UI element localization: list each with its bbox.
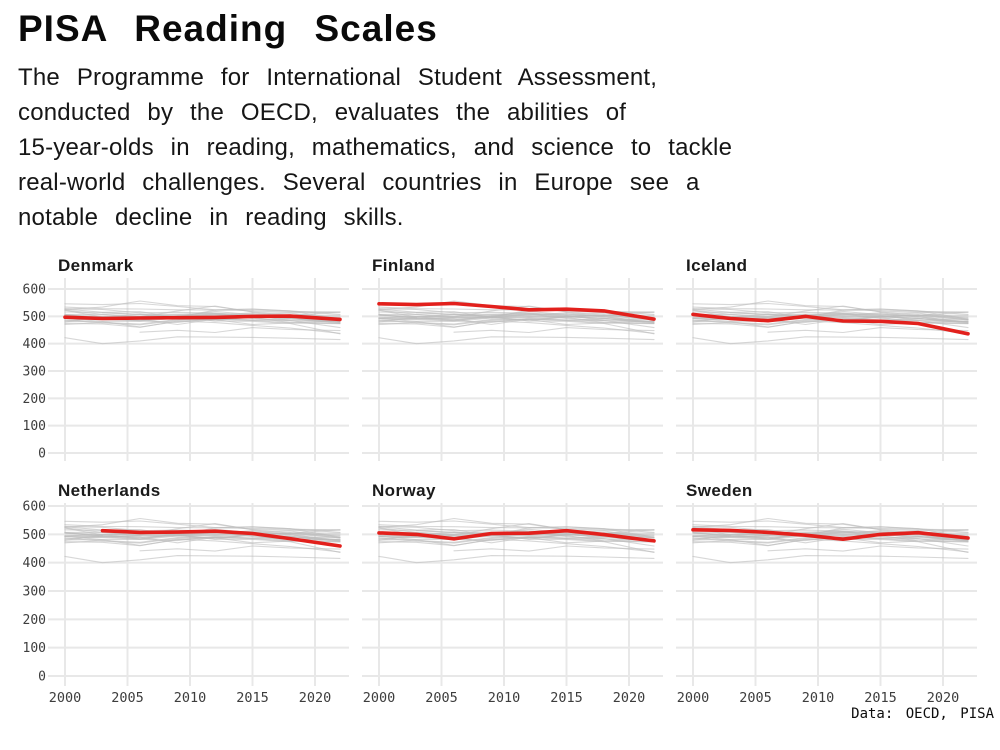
background-line <box>378 320 655 334</box>
highlight-line <box>691 528 970 541</box>
background-line <box>692 320 969 334</box>
panel-netherlands: Netherlands 0 100 200 300 400 500 600 2000 2005 20… <box>23 481 349 706</box>
background-line <box>692 313 969 322</box>
highlight-line <box>377 528 656 543</box>
panel-title: Iceland <box>686 256 747 275</box>
x-axis-tick-label: 2020 <box>613 690 646 706</box>
y-axis-tick-label: 500 <box>23 528 46 543</box>
background-line <box>64 320 341 334</box>
x-axis-tick-label: 2000 <box>49 690 82 706</box>
background-line <box>64 336 341 345</box>
page-subtitle: The Programme for International Student … <box>18 64 733 231</box>
background-line <box>692 517 969 531</box>
x-axis-tick-label: 2015 <box>550 690 583 706</box>
background-line <box>64 555 341 564</box>
highlight-line <box>377 301 656 321</box>
x-axis-tick-label: 2005 <box>739 690 772 706</box>
panel-sweden: Sweden 2000 2005 2010 2015 2020 <box>676 481 977 706</box>
y-axis-tick-label: 200 <box>23 392 46 407</box>
background-line <box>453 545 655 552</box>
x-axis-tick-label: 2020 <box>927 690 960 706</box>
panel-iceland: Iceland <box>676 256 977 461</box>
y-axis-tick-label: 100 <box>23 419 46 434</box>
y-axis-tick-label: 100 <box>23 641 46 656</box>
background-line <box>378 336 655 345</box>
x-axis-tick-label: 2000 <box>363 690 396 706</box>
background-line <box>64 538 341 553</box>
background-line <box>64 534 341 546</box>
background-line <box>378 534 655 546</box>
y-axis-tick-label: 400 <box>23 556 46 571</box>
x-axis-tick-label: 2005 <box>111 690 144 706</box>
y-axis-tick-label: 400 <box>23 337 46 352</box>
y-axis-tick-label: 600 <box>23 283 46 298</box>
background-line <box>453 327 655 334</box>
y-axis-tick-label: 600 <box>23 500 46 515</box>
page-title: PISA Reading Scales <box>18 8 438 49</box>
background-line <box>64 316 341 328</box>
x-axis-tick-label: 2020 <box>299 690 332 706</box>
panel-title: Netherlands <box>58 481 161 500</box>
x-axis-tick-label: 2005 <box>425 690 458 706</box>
data-source-note: Data: OECD, PISA <box>851 706 994 722</box>
background-line <box>767 545 969 552</box>
y-axis-tick-label: 500 <box>23 310 46 325</box>
x-axis-tick-label: 2015 <box>864 690 897 706</box>
panel-finland: Finland <box>362 256 663 461</box>
background-line <box>692 300 969 314</box>
highlight-line <box>691 312 970 336</box>
background-line <box>64 313 341 322</box>
panel-title: Denmark <box>58 256 134 275</box>
background-line <box>692 531 969 540</box>
panel-title: Norway <box>372 481 436 500</box>
background-line <box>767 327 969 334</box>
background-line <box>139 545 341 552</box>
y-axis-tick-label: 0 <box>38 447 46 462</box>
highlight-line <box>63 314 342 322</box>
panel-title: Finland <box>372 256 435 275</box>
chart-header: PISA Reading Scales The Programme for In… <box>18 8 978 235</box>
background-line <box>64 517 341 531</box>
background-line <box>692 538 969 553</box>
background-line <box>378 538 655 553</box>
background-line <box>139 327 341 334</box>
panel-title: Sweden <box>686 481 753 500</box>
y-axis-tick-label: 300 <box>23 365 46 380</box>
y-axis-tick-label: 200 <box>23 613 46 628</box>
background-line <box>692 336 969 345</box>
x-axis-tick-label: 2010 <box>802 690 835 706</box>
panel-denmark: Denmark 0 100 200 300 400 500 600 <box>23 256 349 462</box>
background-line <box>692 555 969 564</box>
panel-norway: Norway 2000 2005 2010 2015 2020 <box>362 481 663 706</box>
highlight-line <box>100 528 342 548</box>
background-line <box>378 555 655 564</box>
background-line <box>378 517 655 531</box>
y-axis-tick-label: 0 <box>38 670 46 685</box>
x-axis-tick-label: 2010 <box>488 690 521 706</box>
y-axis-tick-label: 300 <box>23 585 46 600</box>
background-line <box>378 313 655 322</box>
x-axis-tick-label: 2000 <box>677 690 710 706</box>
x-axis-tick-label: 2015 <box>236 690 269 706</box>
background-line <box>378 316 655 328</box>
x-axis-tick-label: 2010 <box>174 690 207 706</box>
background-line <box>64 300 341 314</box>
